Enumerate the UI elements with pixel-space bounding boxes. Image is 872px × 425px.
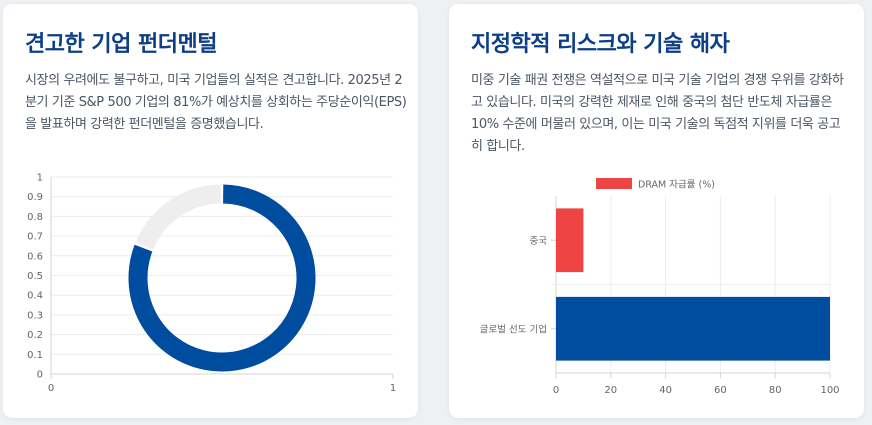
y-tick-label: 0.4	[27, 291, 43, 302]
y-tick-label: 0.6	[27, 251, 43, 262]
bar-global-leader	[556, 296, 830, 361]
x-tick-label: 1	[390, 383, 396, 394]
y-tick-label: 0.1	[27, 350, 43, 361]
x-tick-label: 80	[769, 385, 782, 396]
x-tick-label: 0	[553, 385, 559, 396]
y-category-label: 글로벌 선도 기업	[480, 323, 547, 335]
card-geopolitical-risk: 지정학적 리스크와 기술 해자 미중 기술 패권 전쟁은 역설적으로 미국 기술…	[449, 4, 864, 418]
y-tick-label: 0.3	[27, 310, 43, 321]
y-tick-label: 0.7	[27, 232, 43, 243]
y-tick-label: 0.5	[27, 271, 43, 282]
y-tick-label: 0.2	[27, 330, 43, 341]
x-tick-label: 20	[604, 385, 617, 396]
y-category-label: 중국	[530, 236, 548, 247]
card-title: 지정학적 리스크와 기술 해자	[471, 32, 730, 57]
card-corporate-fundamentals: 견고한 기업 펀더멘털 시장의 우려에도 불구하고, 미국 기업들의 실적은 견…	[3, 4, 418, 418]
x-tick-label: 100	[820, 385, 839, 396]
legend-label: DRAM 자급률 (%)	[638, 180, 715, 191]
x-tick-label: 60	[714, 385, 727, 396]
y-tick-label: 0	[37, 370, 43, 381]
bar-china	[556, 208, 584, 273]
y-tick-label: 0.8	[27, 212, 43, 223]
donut-slice-beat	[128, 184, 316, 372]
y-tick-label: 0.9	[27, 192, 43, 203]
eps-donut-chart: 1 0.9 0.8 0.7 0.6 0.5 0.4 0.3 0.2 0.1 00 1	[27, 173, 396, 395]
donut-slice-rest	[135, 184, 222, 250]
legend-swatch	[596, 178, 632, 189]
card-paragraph: 시장의 우려에도 불구하고, 미국 기업들의 실적은 견고합니다. 2025년 …	[25, 73, 407, 132]
y-tick-label: 1	[37, 173, 43, 184]
card-paragraph: 미중 기술 패권 전쟁은 역설적으로 미국 기술 기업의 경쟁 우위를 강화하고…	[471, 73, 844, 154]
x-tick-label: 40	[659, 385, 672, 396]
x-tick-label: 0	[48, 383, 54, 394]
card-title: 견고한 기업 펀더멘털	[25, 32, 217, 57]
